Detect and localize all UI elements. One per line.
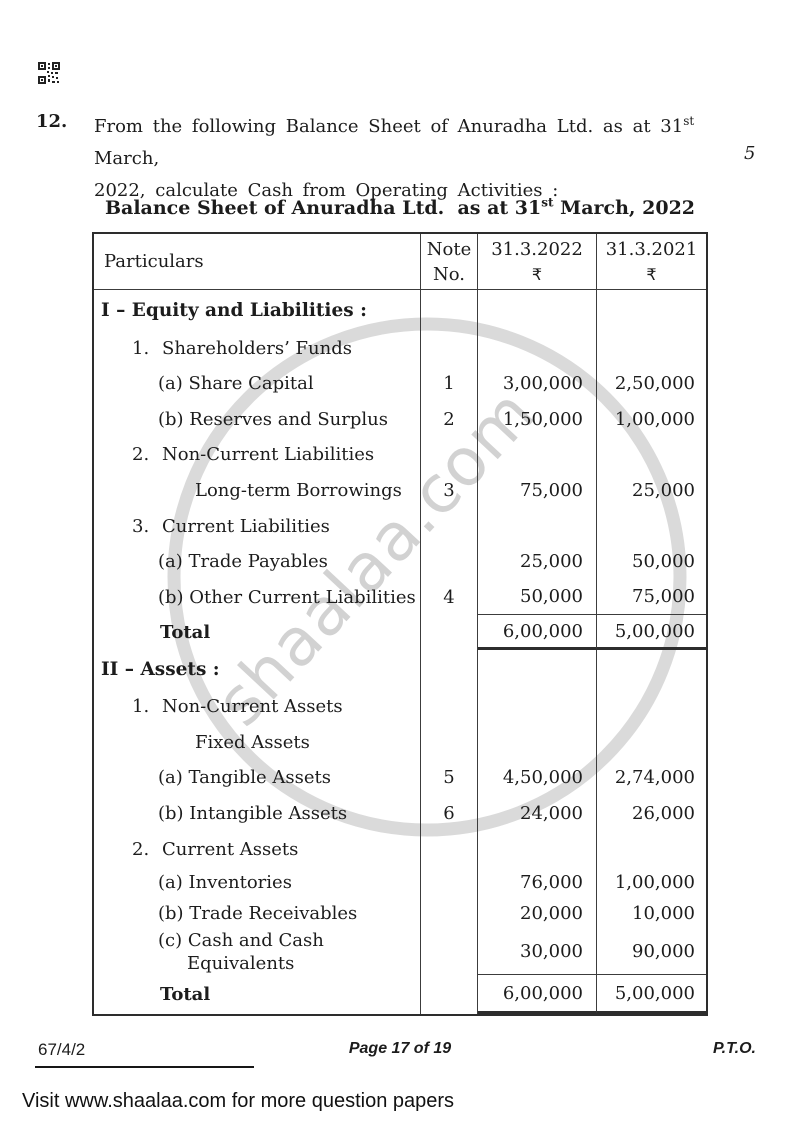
table-row: 2. Current Assets xyxy=(94,831,706,867)
table-row: (b) Trade Receivables 20,000 10,000 xyxy=(94,898,706,929)
table-row: II – Assets : xyxy=(94,650,706,689)
rupee-symbol: ₹ xyxy=(531,264,543,284)
shaalaa-banner: Visit www.shaalaa.com for more question … xyxy=(22,1090,455,1112)
table-row: (a) Inventories 76,000 1,00,000 xyxy=(94,867,706,898)
page-indicator: Page 17 of 19 xyxy=(348,1040,452,1057)
table-row: (b) Intangible Assets 6 24,000 26,000 xyxy=(94,795,706,831)
pto-label: P.T.O. xyxy=(713,1040,756,1057)
table-row-total-equity: Total 6,00,000 5,00,000 xyxy=(94,615,706,650)
table-row: (b) Reserves and Surplus 2 1,50,000 1,00… xyxy=(94,401,706,437)
table-row: 3. Current Liabilities xyxy=(94,508,706,544)
table-row: 2. Non-Current Liabilities xyxy=(94,437,706,472)
header-31-3-2022: 31.3.2022 ₹ xyxy=(478,234,596,289)
ordinal-superscript: st xyxy=(541,195,554,210)
table-row: (a) Trade Payables 25,000 50,000 xyxy=(94,544,706,579)
footer-rule xyxy=(35,1066,254,1068)
paper-code: 67/4/2 xyxy=(38,1040,86,1059)
question-number: 12. xyxy=(36,111,68,132)
ordinal-superscript: st xyxy=(683,114,695,128)
qr-code-icon xyxy=(38,62,60,84)
question-marks: 5 xyxy=(744,143,756,164)
question-line2: 2022, calculate Cash from Operating Acti… xyxy=(94,180,559,201)
rupee-symbol: ₹ xyxy=(646,264,657,284)
table-row: 1. Shareholders’ Funds xyxy=(94,330,706,366)
question-line1: From the following Balance Sheet of Anur… xyxy=(94,114,695,169)
table-row: Long-term Borrowings 3 75,000 25,000 xyxy=(94,472,706,508)
table-row: 1. Non-Current Assets xyxy=(94,689,706,724)
table-row: (b) Other Current Liabilities 4 50,000 7… xyxy=(94,579,706,615)
header-note-no: Note No. xyxy=(420,234,478,289)
header-31-3-2021: 31.3.2021 ₹ xyxy=(596,234,706,289)
table-row: (c) Cash and Cash Equivalents 30,000 90,0… xyxy=(94,929,706,975)
table-row: Fixed Assets xyxy=(94,724,706,760)
table-row: (a) Share Capital 1 3,00,000 2,50,000 xyxy=(94,366,706,401)
table-row: I – Equity and Liabilities : xyxy=(94,290,706,330)
header-particulars: Particulars xyxy=(104,251,204,272)
table-row-total-assets: Total 6,00,000 5,00,000 xyxy=(94,975,706,1014)
table-header-row: Particulars Note No. 31.3.2022 ₹ 31.3.2021… xyxy=(94,234,706,290)
question-text: From the following Balance Sheet of Anur… xyxy=(94,111,726,207)
table-row: (a) Tangible Assets 5 4,50,000 2,74,000 xyxy=(94,760,706,795)
balance-sheet-title: Balance Sheet of Anuradha Ltd. as at 31s… xyxy=(104,195,696,219)
balance-sheet-table: Particulars Note No. 31.3.2022 ₹ 31.3.2021… xyxy=(92,232,708,1016)
